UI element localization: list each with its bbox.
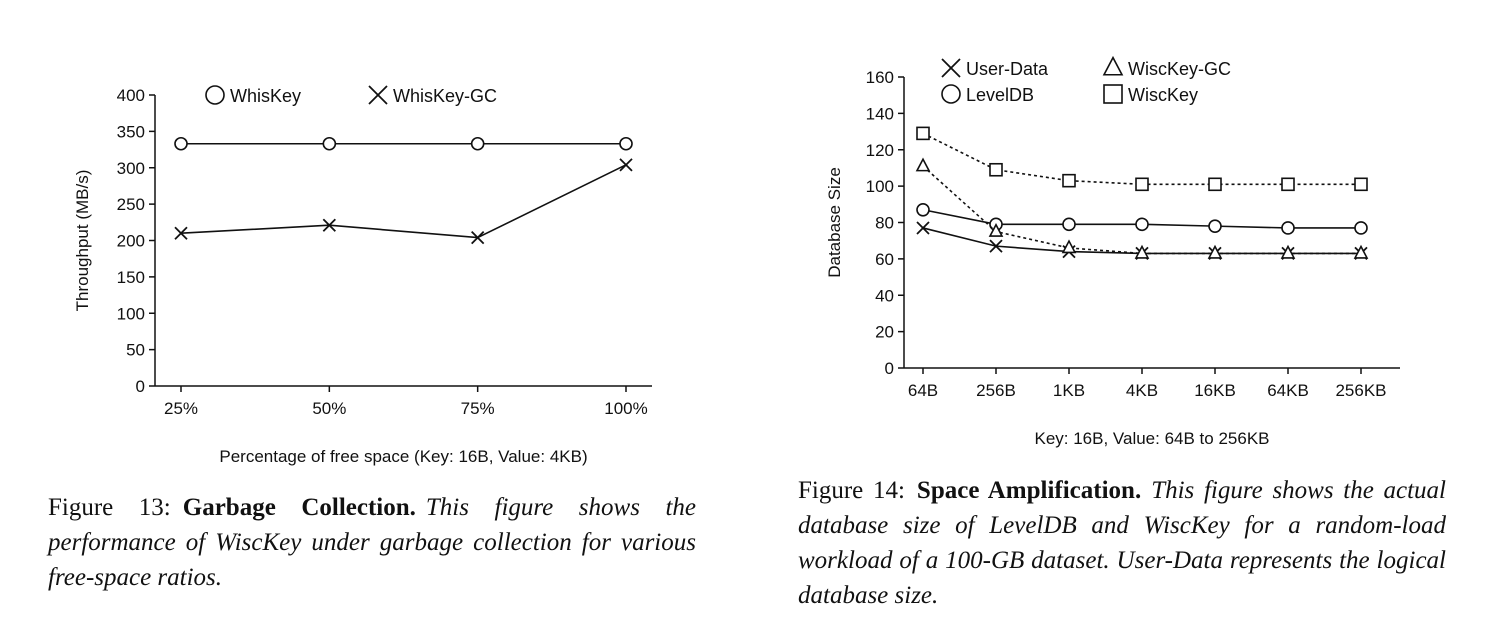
legend-label: WhisKey-GC — [393, 86, 497, 106]
legend-label: LevelDB — [966, 85, 1034, 105]
y-tick-label: 150 — [117, 268, 145, 287]
space-amplification-chart: 0 20 40 60 80 100 120 140 160 64B 256B 1KB 4KB 16KB 64… — [825, 55, 1400, 448]
x-axis-label: Percentage of free space (Key: 16B, Valu… — [219, 447, 587, 466]
figure-14-caption: Figure 14: Space Amplification. This figur… — [798, 473, 1446, 613]
garbage-collection-chart: 0 50 100 150 200 250 300 350 400 25% 50% 75% 100% Per… — [73, 85, 652, 466]
data-point-triangle — [1061, 239, 1077, 254]
data-point-circle — [916, 202, 930, 217]
y-axis-label: Throughput (MB/s) — [73, 170, 92, 312]
y-tick-label: 60 — [875, 250, 894, 269]
legend-marker-circle — [205, 85, 225, 105]
series-line — [922, 132, 1361, 186]
data-point-triangle — [1353, 244, 1369, 259]
x-tick-label: 16KB — [1194, 381, 1236, 400]
x-tick-label: 256B — [976, 381, 1016, 400]
y-tick-label: 50 — [126, 341, 145, 360]
y-tick-label: 80 — [875, 214, 894, 233]
y-tick-label: 250 — [117, 195, 145, 214]
data-point-x — [916, 221, 930, 235]
figure-13-title: Garbage Collection. — [182, 494, 416, 521]
data-point-triangle — [1134, 244, 1150, 259]
data-point-triangle — [1280, 244, 1296, 259]
figure-14-number: Figure 14: — [798, 477, 905, 504]
y-tick-label: 40 — [875, 286, 894, 305]
data-point-circle — [1062, 217, 1076, 232]
x-tick-label: 25% — [164, 399, 198, 418]
y-tick-label: 400 — [117, 86, 145, 105]
legend-marker-x — [941, 58, 961, 78]
y-tick-label: 20 — [875, 323, 894, 342]
data-point-x — [174, 226, 188, 240]
data-point-circle — [1281, 221, 1295, 235]
data-point-triangle — [1207, 244, 1223, 259]
data-point-square — [989, 162, 1003, 177]
x-tick-label: 100% — [604, 399, 647, 418]
x-tick-label: 4KB — [1126, 381, 1158, 400]
legend-marker-triangle — [1102, 55, 1124, 76]
data-point-x — [471, 230, 485, 245]
figure-13-text: This figure shows the performance of Wis… — [48, 494, 697, 591]
y-tick-label: 200 — [117, 232, 145, 251]
figure-14-title: Space Amplification. — [916, 477, 1142, 504]
x-tick-label: 64B — [908, 381, 938, 400]
data-point-circle — [1354, 221, 1368, 235]
legend-label: WiscKey-GC — [1128, 59, 1231, 79]
y-tick-label: 350 — [117, 122, 145, 141]
x-tick-label: 75% — [461, 399, 495, 418]
data-point-x — [619, 158, 633, 172]
y-tick-label: 120 — [866, 141, 894, 160]
data-point-circle — [1208, 219, 1222, 233]
y-tick-label: 300 — [117, 159, 145, 178]
data-point-circle — [174, 136, 188, 151]
legend-marker-circle — [941, 84, 961, 104]
data-point-x — [989, 239, 1003, 253]
x-tick-label: 50% — [312, 399, 346, 418]
x-tick-label: 1KB — [1053, 381, 1085, 400]
data-point-circle — [619, 136, 633, 151]
data-point-x — [322, 218, 336, 232]
y-tick-label: 100 — [866, 177, 894, 196]
y-tick-label: 0 — [885, 359, 894, 378]
data-point-circle — [470, 136, 485, 151]
x-tick-label: 64KB — [1267, 381, 1309, 400]
x-tick-label: 256KB — [1335, 381, 1386, 400]
data-point-square — [916, 126, 930, 141]
figure-13-number: Figure 13: — [48, 494, 171, 521]
series-line — [180, 164, 627, 239]
legend-marker-square — [1103, 84, 1123, 104]
x-axis-label: Key: 16B, Value: 64B to 256KB — [1034, 429, 1269, 448]
y-tick-label: 100 — [117, 304, 145, 323]
y-tick-label: 140 — [866, 104, 894, 123]
data-point-square — [1354, 177, 1368, 192]
legend-label: User-Data — [966, 59, 1049, 79]
data-point-square — [1281, 177, 1295, 192]
data-point-triangle — [988, 222, 1004, 237]
y-tick-label: 0 — [136, 377, 145, 396]
figure-13-caption: Figure 13: Garbage Collection. This figure… — [48, 490, 696, 595]
data-point-circle — [322, 136, 337, 151]
y-axis-label: Database Size — [825, 167, 844, 278]
data-point-square — [1208, 177, 1222, 192]
legend-label: WiscKey — [1128, 85, 1198, 105]
y-tick-label: 160 — [866, 68, 894, 87]
legend-marker-x — [368, 85, 388, 105]
data-point-square — [1135, 177, 1149, 192]
legend-label: WhisKey — [230, 86, 301, 106]
data-point-square — [1062, 173, 1076, 188]
data-point-triangle — [915, 157, 931, 172]
data-point-circle — [1135, 217, 1149, 232]
figure-14-text: This figure shows the actual database si… — [798, 477, 1447, 609]
